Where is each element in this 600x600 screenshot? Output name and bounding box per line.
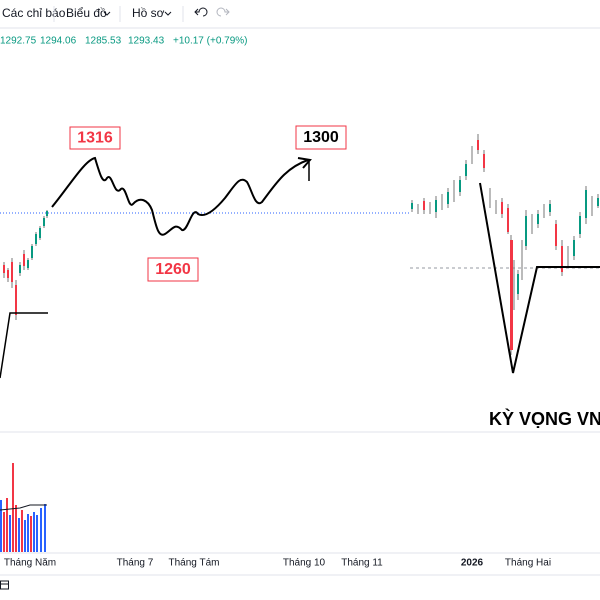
volume-ma [0,504,47,511]
profile-button[interactable]: Hồ sơ [132,6,165,20]
candles-left [3,210,48,320]
undo-button[interactable] [194,7,208,17]
chart-button[interactable]: Biểu đồ [66,6,107,20]
open-value: 1292.75 [0,36,37,47]
redo-button[interactable] [216,7,230,17]
high-value: 1294.06 [40,36,77,47]
chevron [103,11,111,16]
low-value: 1285.53 [85,36,122,47]
v-drawing [479,182,600,374]
annotation-label: 1300 [303,129,339,146]
time-label: Tháng Hai [505,558,551,569]
time-label: Tháng 10 [283,558,326,569]
label-box [69,126,121,150]
time-label: Tháng 11 [341,558,383,569]
caption: KỲ VỌNG VN [489,408,600,429]
toolbar [0,0,600,28]
forecast-drawing [51,156,312,236]
time-label: Tháng Năm [4,558,56,569]
annotation-label: 1260 [155,261,191,278]
indicators-button[interactable]: Các chỉ báo [2,6,66,20]
close-value: 1293.43 [128,36,165,47]
chevron [164,11,172,16]
label-box [147,257,199,282]
time-label: Tháng Tám [169,558,220,569]
date-range-button[interactable] [0,580,9,590]
time-label: Tháng 7 [117,558,154,569]
trend-drawing [0,312,48,379]
volume-bars [0,463,47,552]
annotation-label: 1316 [77,130,113,147]
time-label: 2026 [461,558,484,569]
candles-right [411,134,599,355]
label-box [295,125,347,150]
change-value: +10.17 (+0.79%) [173,36,248,47]
